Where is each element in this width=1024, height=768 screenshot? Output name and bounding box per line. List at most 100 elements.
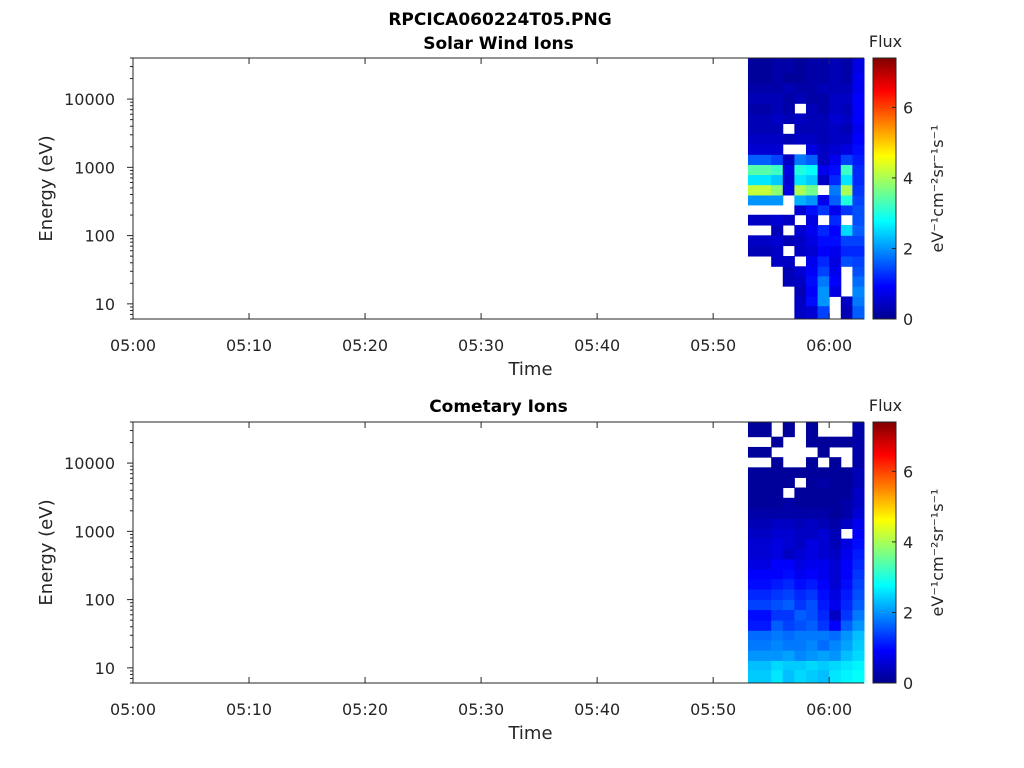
- heatmap-cell: [805, 436, 819, 448]
- heatmap-cell: [840, 639, 853, 651]
- heatmap-cell: [805, 508, 819, 519]
- heatmap-cell: [829, 538, 842, 550]
- heatmap-cell: [782, 133, 795, 145]
- heatmap-cell: [840, 548, 853, 560]
- heatmap-cell: [771, 477, 784, 489]
- heatmap-cell: [794, 487, 807, 499]
- heatmap-cell: [771, 620, 784, 631]
- heatmap-cell: [805, 296, 819, 307]
- heatmap-cell: [817, 256, 830, 267]
- heatmap-cell: [782, 528, 795, 540]
- heatmap-cell: [805, 422, 819, 438]
- y-tick-label: 1000: [74, 158, 115, 177]
- heatmap-cell: [771, 467, 784, 478]
- heatmap-cell: [852, 133, 865, 145]
- heatmap-cell: [829, 457, 842, 468]
- heatmap-cell: [805, 558, 819, 570]
- heatmap-cell: [840, 609, 853, 621]
- panel-title: Cometary Ions: [429, 397, 568, 417]
- heatmap-cell: [805, 568, 819, 580]
- heatmap-cell: [782, 639, 795, 651]
- heatmap-cell: [817, 568, 830, 580]
- heatmap-cell: [794, 578, 807, 590]
- heatmap-cell: [805, 164, 819, 176]
- heatmap-cell: [782, 266, 795, 277]
- heatmap-cell: [840, 184, 853, 196]
- heatmap-cell: [805, 538, 819, 550]
- heatmap-cell: [817, 266, 830, 277]
- heatmap-cell: [782, 558, 795, 570]
- heatmap-cell: [747, 609, 772, 621]
- heatmap-cell: [782, 589, 795, 600]
- heatmap-cell: [771, 256, 784, 267]
- heatmap-cell: [852, 436, 865, 448]
- heatmap-cell: [840, 235, 853, 247]
- y-axis-label: Energy (eV): [36, 135, 57, 241]
- heatmap-cell: [805, 194, 819, 206]
- heatmap-cell: [747, 589, 772, 600]
- heatmap-cell: [829, 558, 842, 570]
- heatmap-cell: [829, 286, 842, 297]
- heatmap-cell: [747, 639, 772, 651]
- heatmap-cell: [782, 72, 795, 84]
- heatmap-cell: [805, 639, 819, 651]
- heatmap-cell: [771, 518, 784, 530]
- heatmap-cell: [782, 154, 795, 166]
- heatmap-cell: [829, 123, 842, 135]
- heatmap-cell: [782, 214, 795, 226]
- colorbar-tick-label: 2: [903, 239, 913, 258]
- heatmap-cell: [805, 650, 819, 661]
- heatmap-cell: [852, 457, 865, 468]
- heatmap-cell: [805, 174, 819, 186]
- heatmap-cell: [794, 620, 807, 631]
- heatmap-cell: [782, 422, 795, 438]
- heatmap-cell: [805, 518, 819, 530]
- heatmap-cell: [805, 669, 819, 684]
- heatmap-cell: [817, 82, 830, 94]
- heatmap-cell: [829, 508, 842, 519]
- heatmap-cell: [829, 184, 842, 196]
- heatmap-cell: [805, 245, 819, 257]
- heatmap-cell: [817, 72, 830, 84]
- heatmap-cell: [852, 164, 865, 176]
- x-tick-label: 05:50: [690, 336, 736, 355]
- heatmap-cell: [805, 275, 819, 287]
- y-tick-label: 1000: [74, 522, 115, 541]
- heatmap-cell: [829, 589, 842, 600]
- heatmap-cell: [829, 669, 842, 684]
- heatmap-cell: [771, 650, 784, 661]
- heatmap-cell: [794, 235, 807, 247]
- heatmap-cell: [852, 620, 865, 631]
- heatmap-cell: [817, 204, 830, 216]
- heatmap-cell: [771, 58, 784, 74]
- heatmap-cell: [782, 599, 795, 611]
- heatmap-cell: [747, 528, 772, 540]
- heatmap-cell: [805, 548, 819, 560]
- heatmap-cell: [771, 194, 784, 206]
- heatmap-cell: [771, 457, 784, 468]
- heatmap-cell: [852, 82, 865, 94]
- heatmap-cell: [840, 245, 853, 257]
- heatmap-cell: [794, 609, 807, 621]
- heatmap-cell: [805, 123, 819, 135]
- cometary-ions-panel: Cometary Ions 05:00 05:10 05:20 05:30 05:40 05…: [36, 396, 947, 744]
- heatmap-cell: [817, 558, 830, 570]
- heatmap-cell: [794, 639, 807, 651]
- y-axis-label: Energy (eV): [36, 499, 57, 605]
- heatmap-cell: [840, 599, 853, 611]
- y-tick-label: 10000: [64, 454, 115, 473]
- heatmap-cell: [840, 123, 853, 135]
- heatmap-cell: [771, 508, 784, 519]
- heatmap-cell: [852, 235, 865, 247]
- heatmap-cell: [817, 578, 830, 590]
- heatmap-cell: [771, 578, 784, 590]
- heatmap-cell: [817, 245, 830, 257]
- heatmap-cell: [829, 164, 842, 176]
- x-tick-label: 05:00: [110, 700, 156, 719]
- heatmap-cell: [852, 639, 865, 651]
- heatmap-cell: [747, 123, 772, 135]
- heatmap-cell: [840, 518, 853, 530]
- heatmap-cell: [794, 650, 807, 661]
- heatmap-cell: [782, 609, 795, 621]
- heatmap-cell: [805, 235, 819, 247]
